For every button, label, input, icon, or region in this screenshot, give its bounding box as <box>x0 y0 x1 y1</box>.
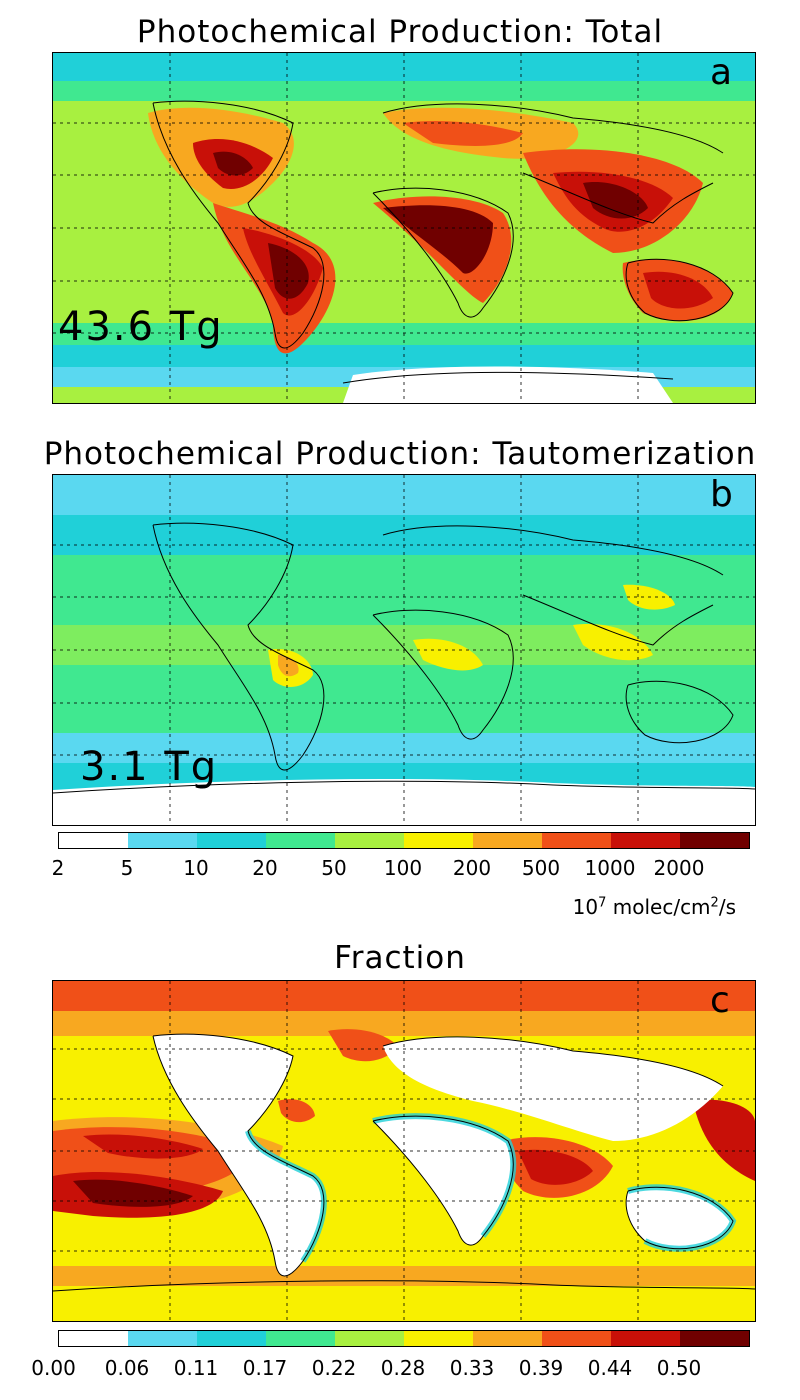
cbar-prod-swatch-1 <box>128 833 197 848</box>
colorbar-fraction <box>58 1330 750 1347</box>
cbar-frac-tick-label: 0.28 <box>380 1356 426 1380</box>
panel-a-total: 43.6 Tg <box>58 304 224 350</box>
colorbar-production-units: 107 molec/cm2/s <box>572 895 736 919</box>
cbar-prod-swatch-4 <box>335 833 404 848</box>
cbar-prod-tick-label: 500 <box>521 856 561 880</box>
cbar-frac-swatch-6 <box>473 1331 542 1346</box>
panel-b-letter: b <box>710 474 733 515</box>
cbar-prod-swatch-2 <box>197 833 266 848</box>
panel-c-letter: c <box>710 980 730 1021</box>
cbar-frac-tick-label: 0.50 <box>656 1356 702 1380</box>
cbar-prod-swatch-8 <box>611 833 680 848</box>
cbar-frac-swatch-0 <box>59 1331 128 1346</box>
cbar-frac-tick-label: 0.44 <box>587 1356 633 1380</box>
panel-a-letter: a <box>710 52 733 93</box>
cbar-prod-tick-label: 200 <box>452 856 492 880</box>
panel-a-title: Photochemical Production: Total <box>136 14 664 50</box>
cbar-frac-swatch-4 <box>335 1331 404 1346</box>
cbar-frac-swatch-1 <box>128 1331 197 1346</box>
cbar-prod-tick-label: 100 <box>383 856 423 880</box>
colorbar-production <box>58 832 750 849</box>
panel-b-title: Photochemical Production: Tautomerizatio… <box>43 436 757 472</box>
cbar-prod-tick-label: 5 <box>120 856 134 880</box>
cbar-prod-tick-label: 2000 <box>653 856 705 880</box>
cbar-prod-tick-label: 50 <box>321 856 347 880</box>
cbar-frac-tick-label: 0.17 <box>242 1356 288 1380</box>
cbar-frac-tick-label: 0.11 <box>173 1356 219 1380</box>
cbar-prod-tick-label: 2 <box>51 856 65 880</box>
map-panel-a <box>52 52 756 404</box>
cbar-frac-swatch-7 <box>542 1331 611 1346</box>
cbar-frac-swatch-2 <box>197 1331 266 1346</box>
cbar-frac-tick-label: 0.22 <box>311 1356 357 1380</box>
cbar-prod-tick-label: 20 <box>252 856 278 880</box>
cbar-frac-swatch-3 <box>266 1331 335 1346</box>
cbar-prod-tick-label: 1000 <box>584 856 636 880</box>
cbar-prod-swatch-5 <box>404 833 473 848</box>
cbar-frac-swatch-9 <box>680 1331 749 1346</box>
cbar-prod-swatch-0 <box>59 833 128 848</box>
panel-b-total: 3.1 Tg <box>80 744 219 790</box>
map-panel-b <box>52 474 756 826</box>
cbar-frac-tick-label: 0.00 <box>31 1356 76 1380</box>
cbar-prod-swatch-9 <box>680 833 749 848</box>
cbar-prod-swatch-6 <box>473 833 542 848</box>
panel-c-title: Fraction <box>334 940 466 976</box>
cbar-frac-swatch-5 <box>404 1331 473 1346</box>
cbar-prod-tick-label: 10 <box>183 856 209 880</box>
cbar-frac-swatch-8 <box>611 1331 680 1346</box>
cbar-prod-swatch-3 <box>266 833 335 848</box>
cbar-frac-tick-label: 0.33 <box>449 1356 495 1380</box>
cbar-frac-tick-label: 0.39 <box>518 1356 564 1380</box>
map-panel-c <box>52 980 756 1322</box>
cbar-frac-tick-label: 0.06 <box>104 1356 150 1380</box>
cbar-prod-swatch-7 <box>542 833 611 848</box>
